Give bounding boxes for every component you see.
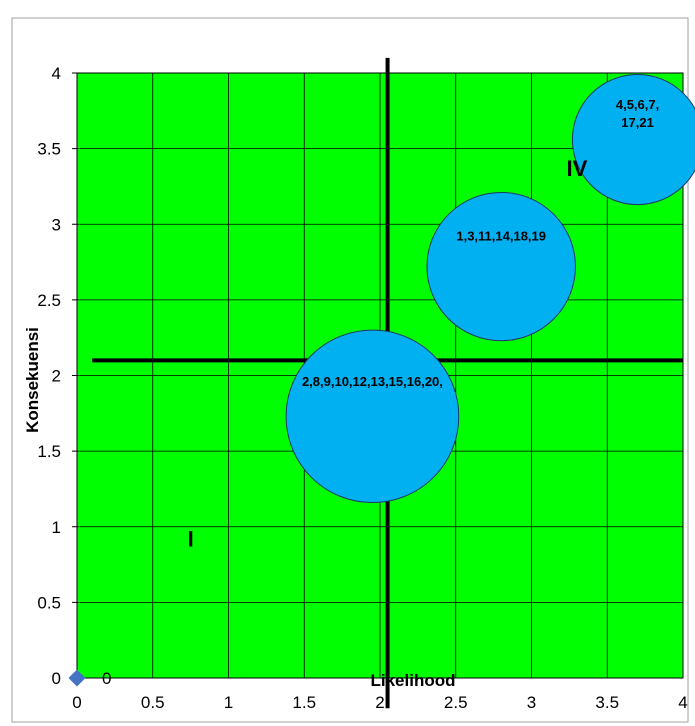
bubble-1 bbox=[285, 329, 460, 504]
x-tick-label: 3.5 bbox=[595, 693, 619, 712]
bubble-label-1: 2,8,9,10,12,13,15,16,20, bbox=[302, 374, 443, 389]
y-tick-label: 4 bbox=[52, 64, 61, 83]
quadrant-label-I: I bbox=[188, 526, 194, 551]
bubble-2 bbox=[426, 191, 576, 342]
origin-marker: 0 bbox=[68, 669, 111, 688]
bubble-label-3: 17,21 bbox=[621, 115, 654, 130]
y-tick-label: 3 bbox=[52, 215, 61, 234]
y-tick-label: 2.5 bbox=[37, 291, 61, 310]
bubble-label-3: 4,5,6,7, bbox=[616, 97, 659, 112]
x-tick-labels: 0 0.5 1 1.5 2 2.5 3 3.5 4 bbox=[72, 693, 687, 712]
x-tick-label: 2.5 bbox=[444, 693, 468, 712]
x-tick-label: 2 bbox=[375, 693, 384, 712]
x-tick-label: 3 bbox=[527, 693, 536, 712]
x-tick-label: 4 bbox=[678, 693, 687, 712]
origin-point-label: 0 bbox=[102, 669, 111, 688]
y-tick-label: 1 bbox=[52, 518, 61, 537]
x-tick-label: 1 bbox=[224, 693, 233, 712]
y-tick-label: 0.5 bbox=[37, 593, 61, 612]
x-tick-label: 0 bbox=[72, 693, 81, 712]
bubble-label-2: 1,3,11,14,18,19 bbox=[456, 229, 546, 244]
x-axis-title: Likelihood bbox=[371, 671, 456, 690]
y-tick-label: 2 bbox=[52, 367, 61, 386]
y-tick-labels: 0 0.5 1 1.5 2 2.5 3 3.5 4 bbox=[37, 64, 61, 688]
quadrant-label-IV: IV bbox=[567, 156, 588, 181]
x-tick-label: 0.5 bbox=[141, 693, 165, 712]
grid-lines bbox=[72, 72, 684, 679]
y-tick-label: 1.5 bbox=[37, 442, 61, 461]
quadrant-labels: I IV bbox=[188, 156, 588, 552]
y-axis-title: Konsekuensi bbox=[23, 327, 42, 433]
x-tick-label: 1.5 bbox=[292, 693, 316, 712]
y-tick-label: 0 bbox=[52, 669, 61, 688]
bubble-3 bbox=[571, 74, 695, 206]
origin-diamond-marker bbox=[68, 669, 86, 687]
bubbles: 2,8,9,10,12,13,15,16,20, 1,3,11,14,18,19 4… bbox=[285, 74, 695, 504]
y-tick-label: 3.5 bbox=[37, 140, 61, 159]
